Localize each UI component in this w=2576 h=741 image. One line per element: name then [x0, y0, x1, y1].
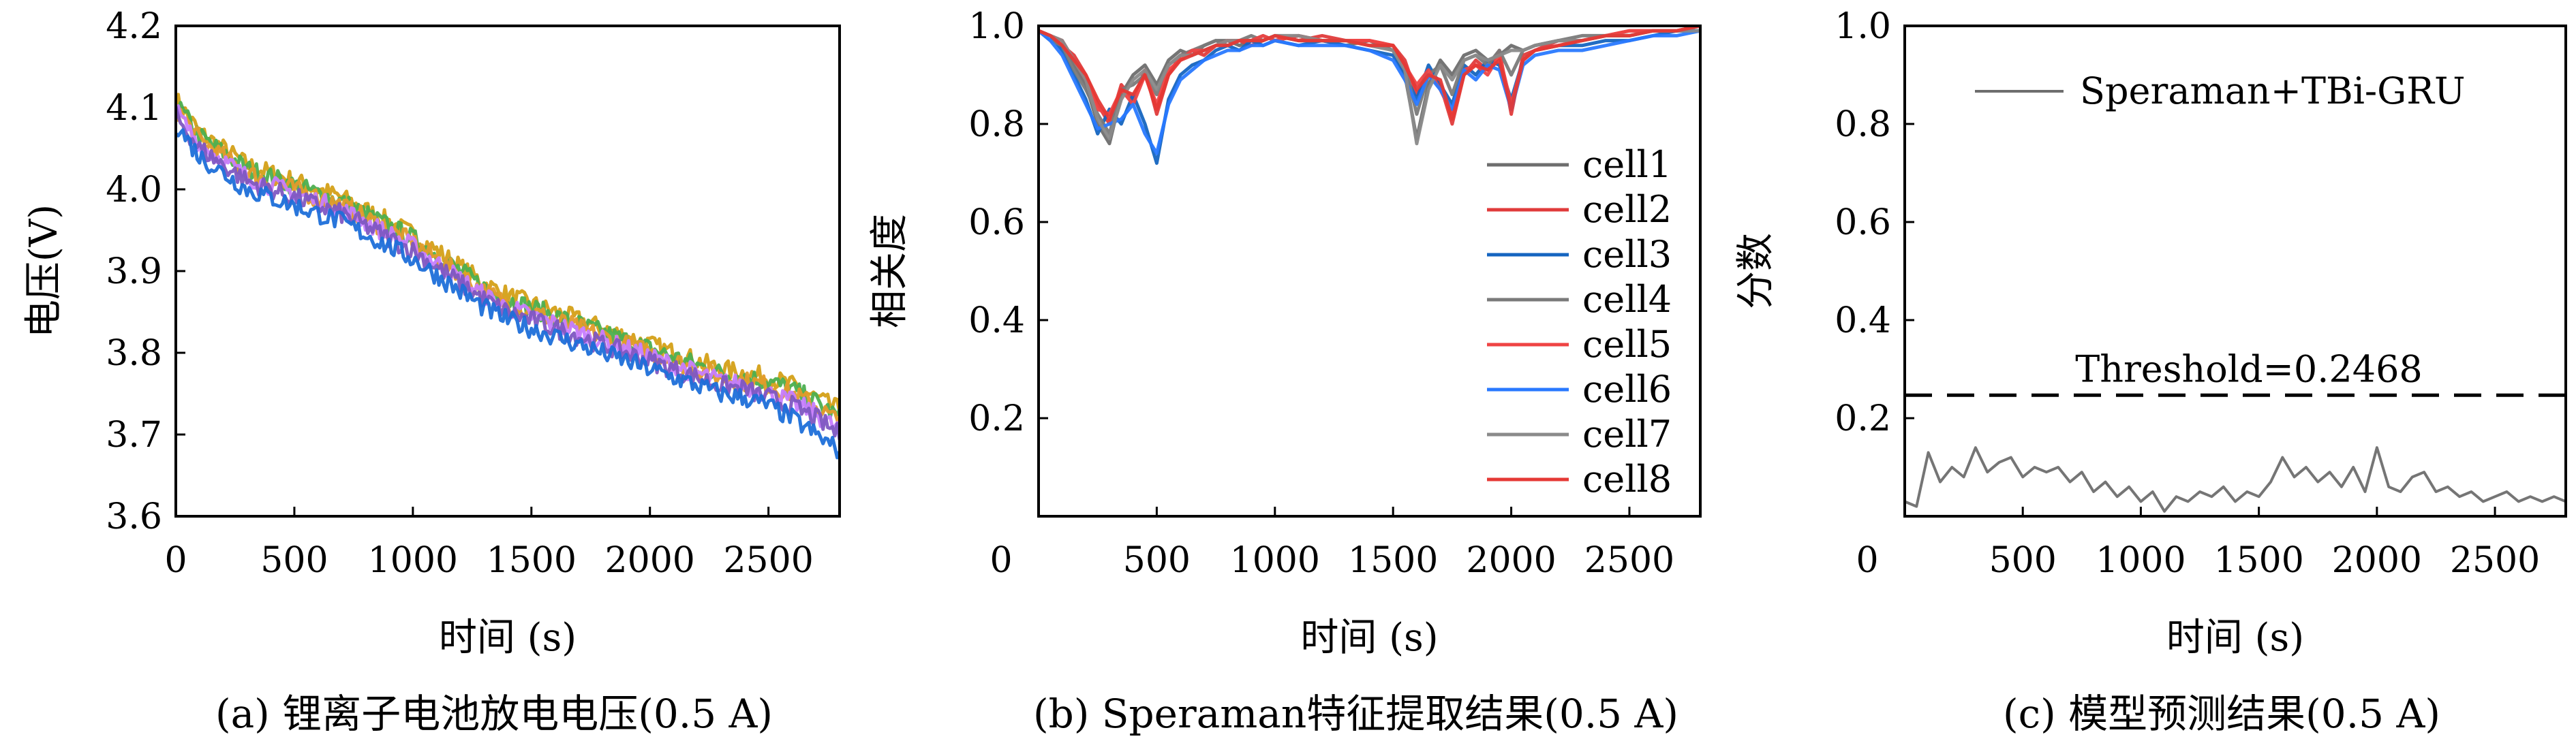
x-tick-label: 2000: [1466, 540, 1556, 581]
y-tick-label: 0.2: [968, 398, 1025, 439]
x-tick-label: 1500: [1348, 540, 1438, 581]
x-axis-label: 时间 (s): [2166, 616, 2304, 660]
x-tick-label: 0: [164, 540, 187, 581]
x-axis-label: 时间 (s): [1300, 616, 1438, 660]
x-tick-label: 2500: [1584, 540, 1674, 581]
y-tick-label: 0.6: [968, 202, 1025, 243]
legend-entry: cell6: [1582, 368, 1672, 411]
legend-entry: Speraman+TBi-GRU: [2080, 69, 2465, 112]
y-axis-label: 相关度: [868, 214, 912, 328]
x-tick-label: 1000: [368, 540, 458, 581]
y-tick-label: 3.8: [106, 333, 162, 374]
panel-caption: (c) 模型预测结果(0.5 A): [2003, 691, 2440, 737]
x-tick-label: 1000: [1230, 540, 1320, 581]
x-tick-label: 1500: [487, 540, 577, 581]
y-tick-label: 3.6: [106, 496, 162, 537]
x-tick-label: 1500: [2213, 540, 2303, 581]
x-tick-label: 0: [990, 540, 1012, 581]
legend-entry: cell5: [1582, 323, 1672, 366]
y-tick-label: 0.8: [1835, 104, 1891, 145]
y-axis-label: 电压(V): [22, 204, 66, 338]
panel-a: 3.6 3.7 3.8 3.9 4.0 4.1 4.2 0 500 1000 1500 2000 250…: [22, 6, 841, 737]
y-tick-label: 0.6: [1835, 202, 1891, 243]
series-line-Speraman+TBi-GRU: [1905, 446, 2566, 513]
threshold-label: Threshold=0.2468: [2075, 347, 2423, 390]
x-tick-label: 1000: [2096, 540, 2186, 581]
series-group: [176, 93, 840, 460]
y-tick-label: 0.2: [1835, 398, 1891, 439]
series-line-s2: [176, 101, 840, 420]
y-tick-label: 3.7: [106, 415, 162, 456]
series-group: [1039, 26, 1700, 165]
legend-entry: cell8: [1582, 458, 1672, 501]
legend-entry: cell1: [1582, 143, 1672, 186]
x-tick-label: 2000: [2332, 540, 2422, 581]
series-line-s1: [176, 93, 840, 413]
x-tick-label: 2500: [2450, 540, 2540, 581]
legend-entry: cell4: [1582, 278, 1672, 321]
y-tick-label: 0.4: [1835, 300, 1891, 341]
plot-frame: [174, 25, 841, 518]
x-tick-label: 500: [1989, 540, 2057, 581]
x-tick-label: 500: [260, 540, 328, 581]
x-tick-label: 0: [1856, 540, 1878, 581]
panel-c: 0.2 0.4 0.6 0.8 1.0 0 500 1000 1500 2000 2500 Thres…: [1734, 6, 2567, 737]
series-line-s6: [176, 128, 840, 460]
legend-entry: cell2: [1582, 188, 1672, 231]
y-tick-label: 0.4: [968, 300, 1025, 341]
x-tick-label: 2500: [723, 540, 813, 581]
plot-frame: [1903, 25, 2567, 518]
panel-b: 0.2 0.4 0.6 0.8 1.0 0 500 1000 1500 2000 2500 时间 (s…: [868, 6, 1702, 737]
x-axis-label: 时间 (s): [439, 616, 577, 660]
series-line-cell8: [1039, 26, 1700, 121]
y-tick-label: 1.0: [1835, 6, 1891, 47]
series-line-s4: [176, 104, 840, 431]
x-tick-label: 500: [1123, 540, 1191, 581]
x-tick-label: 2000: [605, 540, 695, 581]
legend-entry: cell3: [1582, 233, 1672, 276]
y-tick-label: 4.0: [106, 170, 162, 210]
legend: Speraman+TBi-GRU: [1975, 69, 2465, 112]
panel-caption: (b) Speraman特征提取结果(0.5 A): [1033, 691, 1678, 737]
legend-entry: cell7: [1582, 413, 1672, 456]
plot-frame: [1037, 25, 1702, 518]
y-tick-label: 4.1: [106, 88, 162, 129]
series-group: [1905, 446, 2566, 513]
y-tick-label: 1.0: [968, 6, 1025, 47]
y-tick-label: 0.8: [968, 104, 1025, 145]
y-axis-label: 分数: [1734, 233, 1778, 309]
series-line-cell6: [1039, 29, 1700, 155]
y-tick-label: 4.2: [106, 6, 162, 47]
panel-caption: (a) 锂离子电池放电电压(0.5 A): [215, 691, 773, 737]
y-tick-label: 3.9: [106, 251, 162, 292]
